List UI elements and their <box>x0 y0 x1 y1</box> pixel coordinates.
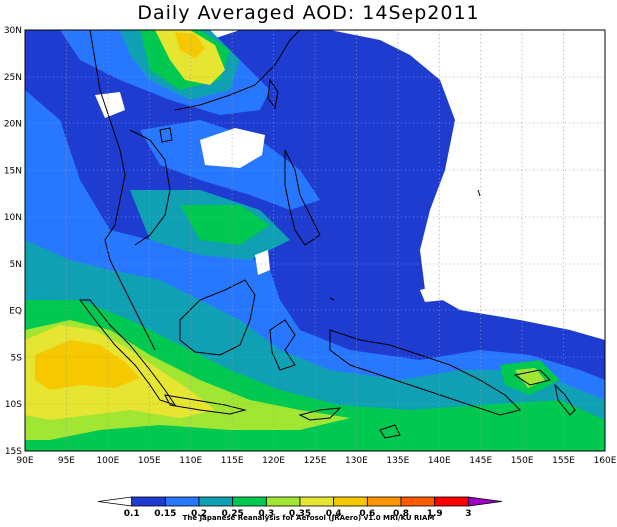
lat-tick-label: 15N <box>4 166 22 176</box>
lat-tick-label: 5S <box>11 353 23 363</box>
colorbar-swatch <box>467 496 503 507</box>
lat-tick-label: 10S <box>5 400 22 410</box>
lon-tick-label: 130E <box>345 456 368 466</box>
map-title: Daily Averaged AOD: 14Sep2011 <box>137 2 480 24</box>
lon-tick-label: 115E <box>221 456 244 466</box>
colorbar-swatch <box>434 496 469 507</box>
lon-tick-label: 120E <box>262 456 285 466</box>
colorbar-swatch <box>164 496 200 507</box>
colorbar-swatch <box>131 496 166 507</box>
lon-tick-label: 150E <box>511 456 534 466</box>
lat-tick-label: 15S <box>5 447 22 457</box>
colorbar-label: 0.2 <box>191 509 207 519</box>
colorbar-label: 1.9 <box>427 509 443 519</box>
lat-tick-label: 10N <box>4 213 22 223</box>
colorbar-label: 3 <box>465 509 471 519</box>
colorbar-swatch <box>232 496 267 507</box>
lon-tick-label: 125E <box>304 456 327 466</box>
colorbar-swatch <box>97 496 133 507</box>
lon-tick-label: 140E <box>428 456 451 466</box>
colorbar-label: 0.25 <box>222 509 244 519</box>
lon-tick-label: 90E <box>16 456 33 466</box>
aod-field <box>25 30 605 451</box>
lon-tick-label: 145E <box>469 456 492 466</box>
aod-region-orange <box>35 340 140 390</box>
gridlines <box>25 30 605 451</box>
footer-credit: The Japanese Reanalysis for Aerosol (JRA… <box>182 514 435 522</box>
lon-tick-label: 110E <box>179 456 202 466</box>
colorbar-swatch <box>299 496 335 507</box>
lon-tick-label: 95E <box>58 456 75 466</box>
coastlines <box>79 30 576 439</box>
colorbar-swatch <box>198 496 234 507</box>
lon-ticks: 90E 95E 100E 105E 110E 115E 120E 125E 130E 135E 14… <box>16 456 616 466</box>
lat-tick-label: 25N <box>4 73 22 83</box>
lon-tick-label: 135E <box>386 456 409 466</box>
colorbar-label: 0.35 <box>289 509 311 519</box>
lon-tick-label: 105E <box>138 456 161 466</box>
lat-tick-label: 20N <box>4 120 22 130</box>
lat-tick-label: EQ <box>9 307 22 317</box>
colorbar-swatch <box>400 496 436 507</box>
lat-ticks: 15S 10S 5S EQ 5N 10N 15N 20N 25N 30N <box>4 26 22 457</box>
lon-tick-label: 100E <box>96 456 119 466</box>
colorbar-label: 0.3 <box>258 509 274 519</box>
colorbar-label: 0.8 <box>393 509 409 519</box>
colorbar-label: 0.15 <box>154 509 176 519</box>
lat-tick-label: 5N <box>10 260 22 270</box>
colorbar: 0.1 0.15 0.2 0.25 0.3 0.35 0.4 0.6 0.8 1.9 3 <box>97 496 503 519</box>
lon-tick-label: 155E <box>552 456 575 466</box>
colorbar-label: 0.6 <box>359 509 375 519</box>
colorbar-swatch <box>265 496 301 507</box>
lat-tick-label: 30N <box>4 26 22 36</box>
colorbar-swatch <box>366 496 402 507</box>
colorbar-swatch <box>333 496 368 507</box>
map-frame <box>24 29 606 452</box>
colorbar-label: 0.4 <box>326 509 342 519</box>
lon-tick-label: 160E <box>594 456 617 466</box>
colorbar-label: 0.1 <box>124 509 140 519</box>
